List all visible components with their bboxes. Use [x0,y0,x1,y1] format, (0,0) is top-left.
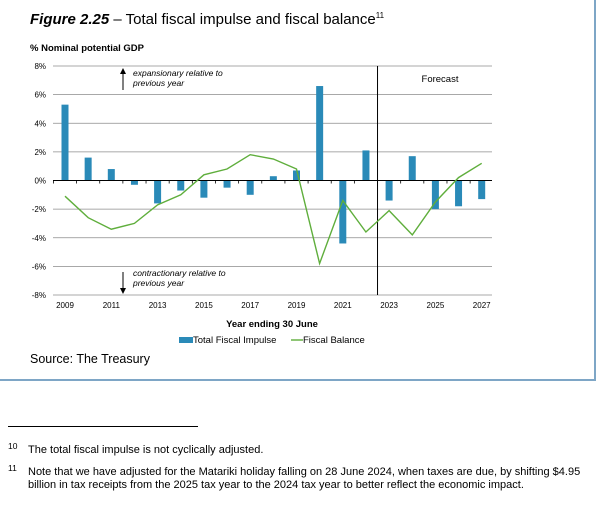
bar-2023 [385,180,393,201]
figure-title: Figure 2.25 – Total fiscal impulse and f… [30,11,384,28]
y-tick-label: 2% [34,148,46,157]
y-tick-label: 6% [34,91,46,100]
x-tick-labels: 2009 2011 2013 2015 2017 2019 2021 2023 2025 2027 [56,301,491,310]
x-tick-label: 2027 [473,301,491,310]
bar-2018 [269,176,277,181]
expansionary-arrow-head [120,68,126,74]
y-axis-title: % Nominal potential GDP [30,43,145,54]
figure-panel: Figure 2.25 – Total fiscal impulse and f… [0,0,596,381]
bar-2019 [293,170,300,181]
figure-title-dash: – [109,11,126,28]
footnote-10: 10 The total fiscal impulse is not cycli… [8,441,588,457]
y-tick-label: 0% [34,177,46,186]
y-tick-label: 8% [34,62,46,71]
bar-2017 [246,180,254,195]
x-tick-label: 2015 [195,301,213,310]
x-tick-label: 2009 [56,301,74,310]
bar-2014 [177,180,185,191]
legend-label-fiscal-balance: Fiscal Balance [303,335,365,346]
bar-2025 [431,180,439,210]
footnote-text: The total fiscal impulse is not cyclical… [28,444,264,456]
bar-2026 [455,180,463,207]
x-tick-label: 2011 [103,301,121,310]
y-tick-label: -8% [32,291,46,300]
contractionary-arrow-head [120,288,126,294]
figure-title-text: Total fiscal impulse and fiscal balance [125,11,376,28]
forecast-label: Forecast [422,74,459,85]
annotation-contractionary-line2: previous year [132,278,185,288]
annotation-expansionary-line2: previous year [132,78,185,88]
fiscal-chart: % Nominal potential GDP 8% 6% 4% 2% 0% -2% -4%… [30,43,492,346]
legend-label-fiscal-impulse: Total Fiscal Impulse [193,335,276,346]
y-tick-label: -4% [32,234,46,243]
y-tick-label: -6% [32,262,46,271]
bar-2015 [200,180,208,198]
source-note: Source: The Treasury [30,352,150,366]
x-tick-label: 2019 [288,301,306,310]
annotation-expansionary-line1: expansionary relative to [133,68,223,78]
bar-2010 [84,157,92,181]
bar-2027 [478,180,486,200]
legend-swatch-fiscal-impulse [179,337,193,343]
x-axis-title: Year ending 30 June [226,319,318,330]
y-tick-label: 4% [34,119,46,128]
x-tick-marks [53,180,471,184]
figure-number: Figure 2.25 [30,11,110,28]
footnote-text: Note that we have adjusted for the Matar… [28,466,581,491]
x-tick-label: 2021 [334,301,352,310]
x-tick-label: 2013 [149,301,167,310]
footnote-rule [8,426,198,427]
footnote-number: 11 [8,463,17,473]
x-tick-label: 2023 [380,301,398,310]
footnote-ref: 11 [375,11,385,20]
bar-2009 [61,104,69,181]
bar-2020 [316,86,324,181]
y-tick-label: -2% [32,205,46,214]
y-tick-labels: 8% 6% 4% 2% 0% -2% -4% -6% -8% [32,62,46,300]
bar-2016 [223,180,231,188]
bar-2013 [154,180,162,204]
x-tick-label: 2025 [427,301,445,310]
fiscal-balance-line [64,153,483,266]
bar-2022 [362,150,370,181]
annotation-contractionary-line1: contractionary relative to [133,268,226,278]
bar-2011 [107,169,115,181]
footnote-11: 11 Note that we have adjusted for the Ma… [8,463,588,492]
bar-2021 [339,180,347,244]
x-tick-label: 2017 [241,301,259,310]
bar-2024 [408,156,416,181]
bar-2012 [130,180,138,185]
fiscal-impulse-bars [61,86,486,244]
footnote-number: 10 [8,441,18,451]
gridlines [53,65,492,296]
